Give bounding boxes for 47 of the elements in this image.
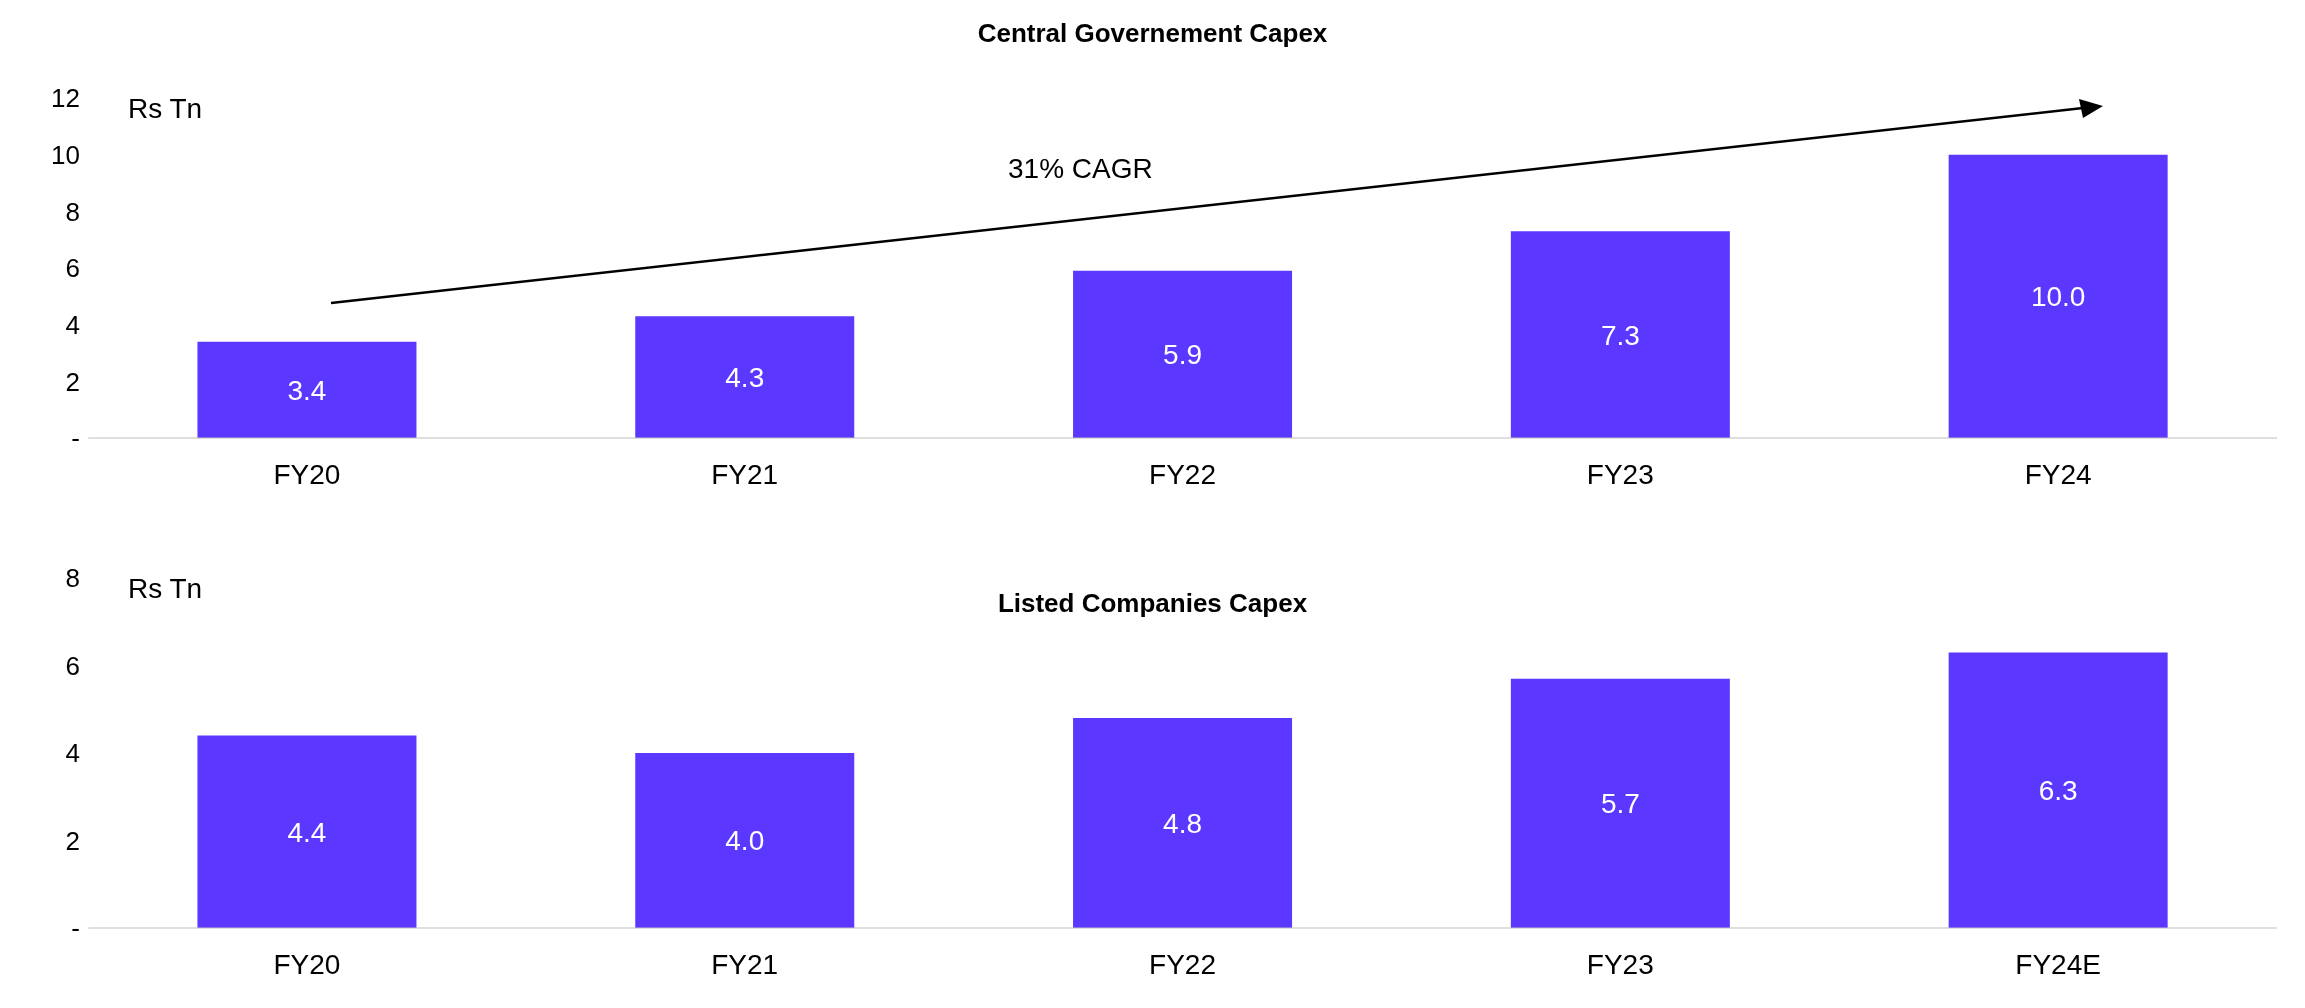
x-tick-label: FY21: [711, 458, 779, 490]
bar: [1948, 154, 2168, 438]
bar: [1948, 652, 2168, 928]
bar: [1073, 718, 1293, 928]
y-tick-label: 10: [51, 139, 80, 170]
y-axis-title: Rs Tn: [128, 573, 203, 605]
x-tick-label: FY24: [2024, 458, 2092, 490]
y-tick-label: 4: [65, 738, 80, 769]
data-label: 4.0: [725, 825, 765, 857]
y-tick-label: 4: [65, 309, 80, 340]
x-tick-label: FY20: [273, 458, 341, 490]
data-label: 4.8: [1163, 807, 1203, 839]
bar: [1510, 231, 1730, 438]
data-label: 5.9: [1163, 339, 1203, 371]
x-tick-label: FY22: [1149, 948, 1216, 980]
bar: [1510, 678, 1730, 928]
x-tick-label: FY24E: [2015, 948, 2101, 980]
data-label: 10.0: [2030, 281, 2086, 313]
data-label: 4.3: [725, 362, 765, 394]
bar: [197, 341, 417, 438]
y-tick-label: 12: [51, 83, 80, 114]
y-tick-label: 2: [65, 366, 80, 397]
annotation: 31% CAGR: [1008, 153, 1153, 185]
chart-title: Central Governement Capex: [976, 18, 1329, 49]
y-tick-label: 6: [65, 253, 80, 284]
bar: [635, 753, 855, 928]
data-label: 7.3: [1600, 319, 1640, 351]
y-tick-label: -: [71, 913, 80, 944]
x-tick-label: FY20: [273, 948, 341, 980]
x-tick-label: FY21: [711, 948, 779, 980]
y-tick-label: 8: [65, 196, 80, 227]
y-tick-label: -: [71, 423, 80, 454]
chart-title: Listed Companies Capex: [997, 588, 1308, 618]
bar: [197, 735, 417, 928]
y-tick-label: 8: [65, 563, 80, 594]
y-tick-label: 2: [65, 825, 80, 856]
data-label: 3.4: [287, 374, 327, 406]
data-label: 5.7: [1600, 788, 1640, 820]
y-tick-label: 6: [65, 650, 80, 681]
x-tick-label: FY23: [1586, 458, 1654, 490]
data-label: 6.3: [2038, 775, 2078, 807]
y-axis-title: Rs Tn: [128, 93, 203, 125]
bar: [635, 316, 855, 438]
bar: [1073, 270, 1293, 438]
x-tick-label: FY23: [1586, 948, 1654, 980]
data-label: 4.4: [287, 816, 327, 848]
x-tick-label: FY22: [1149, 458, 1216, 490]
